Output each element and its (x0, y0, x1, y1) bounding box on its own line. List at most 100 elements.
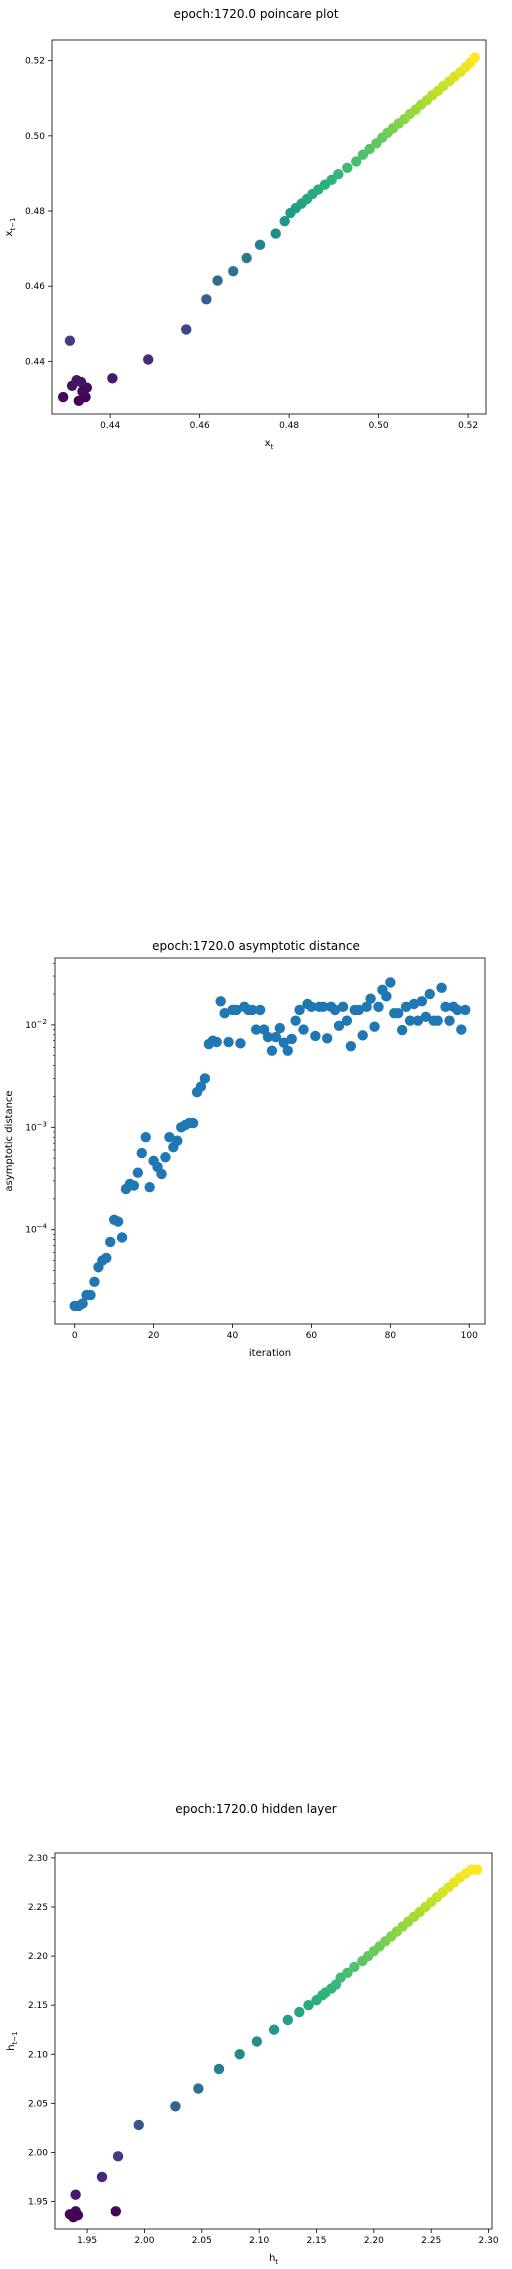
data-point (471, 1864, 483, 1875)
data-point (369, 1021, 380, 1032)
data-point (337, 1001, 349, 1013)
y-tick-label: 2.20 (28, 1952, 48, 1962)
data-point (156, 1168, 167, 1180)
data-point (365, 993, 376, 1004)
x-tick-label: 2.10 (249, 2236, 269, 2246)
data-point (424, 988, 435, 1000)
y-tick-label: 2.00 (28, 2148, 48, 2158)
data-point (195, 1081, 207, 1092)
data-point (270, 1031, 282, 1043)
x-tick-label: 2.20 (364, 2236, 384, 2246)
data-point (303, 1999, 314, 2011)
data-point (199, 1073, 211, 1084)
data-point (181, 324, 192, 335)
data-point (164, 1132, 175, 1143)
data-point (318, 1001, 329, 1013)
x-tick-label: 0.46 (190, 421, 210, 431)
data-point (136, 1147, 147, 1159)
asymptotic-distance-plot: epoch:1720.0 asymptotic distance 0 20 40 60 8… (4, 939, 486, 1359)
y-tick-label: 2.30 (28, 1854, 48, 1864)
data-point (247, 1004, 258, 1016)
x-tick-label: 1.95 (77, 2236, 97, 2246)
x-tick-label: 2.00 (134, 2236, 154, 2246)
data-point (456, 1024, 467, 1035)
data-point (70, 2189, 81, 2200)
data-point (342, 1967, 353, 1978)
data-point (298, 1024, 309, 1035)
data-point (345, 1040, 357, 1052)
poincare-plot-figure: epoch:1720.0 poincare plot 0.44 0.46 0.48 0.… (0, 0, 512, 460)
data-point (357, 1030, 368, 1041)
data-point (278, 1037, 290, 1048)
y-tick-label: 10−3 (25, 1120, 47, 1133)
y-tick-label: 2.05 (28, 2099, 48, 2109)
y-tick-label: 2.10 (28, 2050, 48, 2060)
data-point (353, 1004, 364, 1016)
plot-frame (51, 39, 487, 415)
data-point (112, 1216, 124, 1227)
data-point (306, 1001, 317, 1013)
data-point (213, 2063, 225, 2075)
x-tick-label: 80 (385, 1331, 397, 1341)
y-tick-label: 10−4 (25, 1223, 47, 1236)
x-tick-label: 2.30 (479, 2236, 499, 2246)
data-point (170, 2101, 181, 2112)
poincare-plot: epoch:1720.0 poincare plot 0.44 0.46 0.48 0.… (4, 7, 487, 451)
data-point (294, 2006, 305, 2018)
y-axis-label: xt−1 (4, 218, 17, 237)
data-point (172, 1135, 183, 1146)
x-tick-label: 20 (148, 1331, 160, 1341)
data-point (71, 374, 82, 386)
x-tick-label: 100 (461, 1331, 478, 1341)
y-tick-label: 0.50 (25, 132, 45, 142)
data-point (268, 2024, 280, 2035)
data-point (89, 1276, 100, 1287)
data-point (440, 1001, 451, 1013)
data-point (351, 156, 362, 167)
x-tick-label: 0.48 (279, 421, 299, 431)
x-tick-label: 0.52 (458, 421, 478, 431)
data-point (361, 1001, 372, 1013)
data-point (408, 998, 420, 1010)
data-point (341, 1015, 353, 1026)
data-point (101, 1252, 112, 1264)
plot-frame (54, 957, 486, 1325)
data-point (212, 275, 223, 286)
data-point (193, 2083, 204, 2094)
y-tick-label: 1.95 (28, 2198, 48, 2208)
data-point (228, 265, 239, 277)
data-point (279, 215, 290, 227)
data-point (140, 1132, 151, 1143)
data-point (432, 1015, 443, 1026)
data-point (266, 1045, 278, 1056)
chart-title: epoch:1720.0 poincare plot (173, 7, 338, 21)
y-axis-label: asymptotic distance (4, 1090, 15, 1191)
x-tick-label: 0 (72, 1331, 78, 1341)
y-tick-label: 2.25 (28, 1903, 48, 1913)
x-tick-label: 40 (227, 1331, 239, 1341)
data-point (452, 1004, 463, 1016)
data-point (460, 1004, 471, 1016)
data-point (254, 239, 266, 251)
data-point (290, 1015, 301, 1026)
data-point (333, 1020, 345, 1031)
data-point (219, 1008, 230, 1019)
data-point (85, 1289, 96, 1301)
data-point (96, 2171, 108, 2183)
y-tick-label: 0.46 (25, 282, 45, 292)
data-point (416, 996, 428, 1007)
y-axis-label: ht−1 (6, 2031, 19, 2050)
data-point (469, 52, 481, 63)
data-point (274, 1022, 286, 1034)
data-point (160, 1152, 171, 1163)
data-point (310, 1030, 321, 1042)
data-point (116, 1232, 128, 1243)
data-point (294, 1004, 305, 1016)
data-point (133, 2119, 144, 2131)
data-point (231, 1004, 242, 1016)
data-point (234, 2049, 245, 2060)
hidden-layer-figure: epoch:1720.0 hidden layer 1.95 2.00 2.05 2.1… (0, 1795, 512, 2269)
data-point (444, 1015, 455, 1026)
y-tick-label: 0.44 (25, 357, 45, 367)
y-tick-label: 10−2 (25, 1018, 47, 1031)
